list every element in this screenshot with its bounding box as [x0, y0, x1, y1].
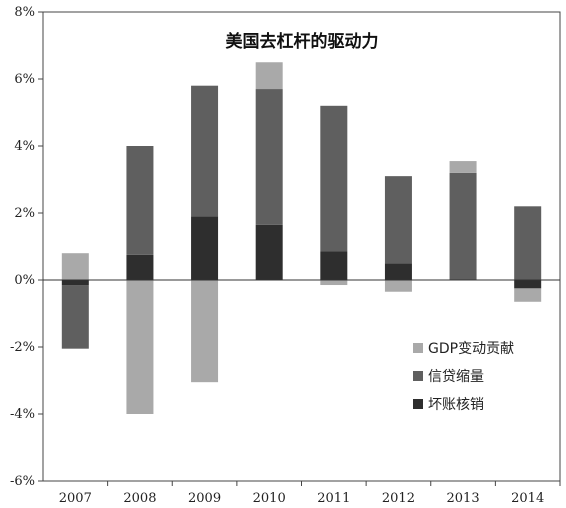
y-tick-label: 4%: [14, 139, 35, 154]
legend-label: 信贷缩量: [428, 369, 484, 385]
bar-segment: [320, 105, 348, 252]
bar-segment: [61, 253, 89, 280]
bar-segment: [384, 176, 412, 264]
x-tick-label: 2014: [511, 491, 544, 506]
chart-title: 美国去杠杆的驱动力: [226, 31, 379, 52]
bar-segment: [449, 161, 477, 173]
y-tick-label: 2%: [14, 206, 35, 221]
bar-segment: [514, 288, 542, 302]
bar-segment: [449, 172, 477, 280]
bar-segment: [320, 251, 348, 280]
y-tick-label: 8%: [14, 5, 35, 20]
y-tick-label: -2%: [10, 340, 35, 355]
legend-swatch: [413, 371, 423, 381]
legend-swatch: [413, 399, 423, 409]
bar-segment: [514, 280, 542, 289]
y-tick-label: 0%: [14, 273, 35, 288]
bar-segment: [191, 216, 219, 280]
x-tick-label: 2013: [447, 491, 480, 506]
bar-segment: [255, 224, 283, 280]
bar-segment: [514, 206, 542, 280]
bar-segment: [126, 146, 154, 255]
bars: [61, 62, 542, 414]
bar-segment: [61, 280, 89, 286]
legend-swatch: [413, 343, 423, 353]
x-tick-label: 2012: [382, 491, 415, 506]
y-tick-label: -6%: [10, 474, 35, 489]
legend-label: GDP变动贡献: [428, 341, 514, 357]
y-tick-label: -4%: [10, 407, 35, 422]
bar-segment: [320, 280, 348, 286]
x-tick-label: 2009: [188, 491, 221, 506]
legend-label: 坏账核销: [428, 397, 484, 413]
bar-segment: [61, 285, 89, 349]
bar-segment: [384, 263, 412, 280]
bar-segment: [384, 280, 412, 292]
bar-segment: [126, 280, 154, 414]
x-tick-label: 2011: [317, 491, 350, 506]
bar-segment: [255, 62, 283, 90]
x-tick-label: 2007: [59, 491, 92, 506]
y-axis: 8% 6% 4% 2% 0% -2% -4% -6%: [10, 5, 43, 489]
x-axis: 2007 2008 2009 2010 2011 2012 2013 2014: [59, 481, 561, 506]
bar-segment: [191, 85, 219, 217]
bar-segment: [255, 89, 283, 225]
x-tick-label: 2008: [123, 491, 156, 506]
bar-segment: [126, 254, 154, 280]
x-tick-label: 2010: [253, 491, 286, 506]
y-tick-label: 6%: [14, 72, 35, 87]
bar-segment: [191, 280, 219, 383]
